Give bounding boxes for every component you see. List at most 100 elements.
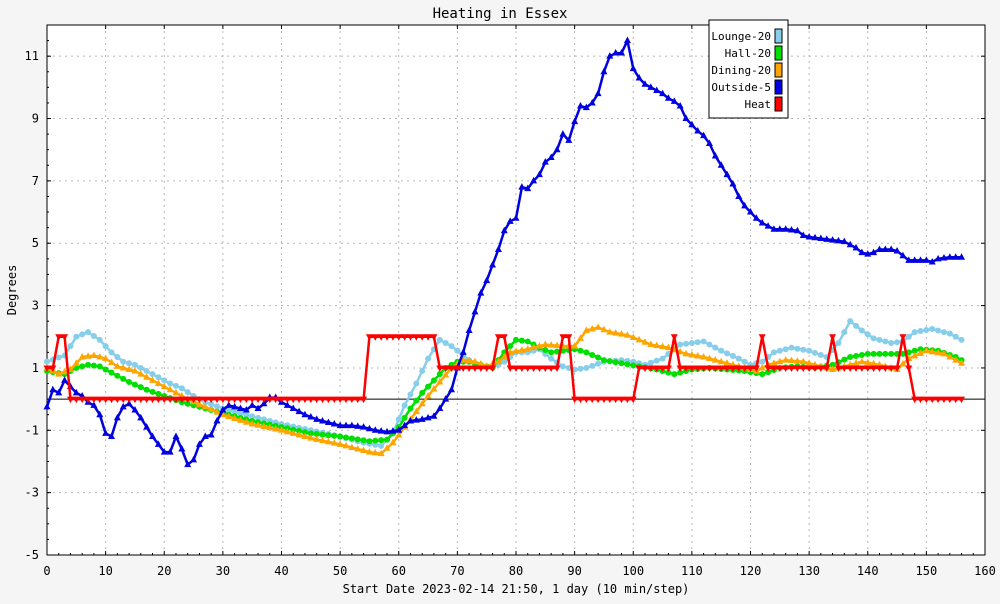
data-point (154, 440, 162, 447)
data-point (840, 365, 848, 372)
data-point (137, 370, 145, 377)
data-point (641, 80, 649, 87)
x-tick-label: 10 (98, 564, 112, 578)
data-point (606, 396, 614, 404)
data-point (155, 374, 162, 381)
data-point (905, 333, 912, 340)
data-point (600, 325, 608, 333)
data-point (266, 396, 274, 404)
data-point (887, 245, 895, 252)
y-tick-label: -3 (25, 486, 39, 500)
data-point (571, 396, 579, 404)
data-point (934, 348, 942, 356)
data-point (641, 365, 649, 372)
data-point (137, 396, 145, 404)
data-point (307, 413, 315, 420)
data-point (606, 328, 614, 335)
data-point (946, 330, 953, 337)
data-point (231, 396, 239, 404)
data-point (577, 365, 584, 372)
data-point (471, 307, 479, 315)
data-point (161, 377, 168, 384)
data-point (706, 341, 713, 348)
data-point (442, 365, 450, 372)
data-point (752, 214, 760, 221)
data-point (758, 218, 766, 226)
data-point (741, 201, 749, 209)
data-point (419, 368, 426, 375)
data-point (905, 365, 913, 372)
data-point (283, 401, 291, 408)
data-point (208, 401, 215, 408)
data-point (436, 371, 443, 378)
data-point (630, 362, 637, 369)
data-point (406, 416, 414, 424)
data-point (928, 257, 936, 265)
data-point (489, 261, 497, 268)
data-point (149, 432, 157, 440)
data-point (448, 385, 456, 393)
data-point (535, 342, 543, 349)
data-point (72, 396, 80, 404)
data-point (583, 364, 590, 371)
data-point (723, 359, 731, 366)
data-point (412, 407, 420, 415)
data-point (348, 396, 356, 404)
data-point (448, 365, 456, 372)
data-point (688, 120, 696, 128)
data-point (565, 334, 573, 341)
data-point (688, 365, 696, 372)
series-heat (43, 334, 966, 404)
data-point (741, 365, 749, 372)
legend-label: Dining-20 (711, 64, 771, 77)
data-point (782, 225, 790, 232)
data-point (166, 385, 174, 393)
data-point (119, 363, 127, 371)
data-point (729, 180, 737, 187)
data-point (717, 357, 725, 365)
data-point (195, 396, 203, 404)
data-point (113, 396, 121, 404)
data-point (799, 231, 807, 238)
data-point (219, 406, 227, 413)
data-point (137, 413, 145, 421)
data-point (864, 331, 871, 338)
data-point (242, 406, 250, 413)
data-point (899, 350, 906, 357)
data-point (852, 243, 860, 251)
data-point (805, 359, 813, 366)
data-point (688, 340, 695, 346)
x-tick-label: 160 (974, 564, 996, 578)
data-point (354, 422, 362, 429)
data-point (888, 350, 895, 357)
data-point (207, 405, 215, 413)
data-point (324, 418, 332, 425)
data-point (494, 357, 502, 365)
data-point (465, 326, 473, 334)
data-point (576, 334, 584, 341)
data-point (541, 158, 549, 165)
data-point (295, 396, 303, 404)
data-point (653, 86, 661, 93)
data-point (489, 365, 497, 372)
data-point (870, 248, 878, 256)
data-point (395, 416, 402, 423)
data-point (682, 114, 690, 122)
data-point (635, 335, 643, 343)
data-point (618, 396, 626, 404)
data-point (612, 359, 619, 366)
data-point (911, 351, 919, 359)
data-point (90, 396, 98, 404)
data-point (365, 334, 373, 341)
data-point (313, 415, 321, 422)
legend: Lounge-20 Hall-20 Dining-20 Outside-5 Heat (708, 19, 789, 119)
data-point (424, 392, 432, 399)
data-point (436, 377, 444, 385)
data-point (190, 455, 198, 463)
y-tick-label: 3 (32, 299, 39, 313)
data-point (817, 234, 825, 242)
data-point (154, 379, 162, 387)
data-point (858, 365, 866, 372)
data-point (811, 233, 819, 241)
